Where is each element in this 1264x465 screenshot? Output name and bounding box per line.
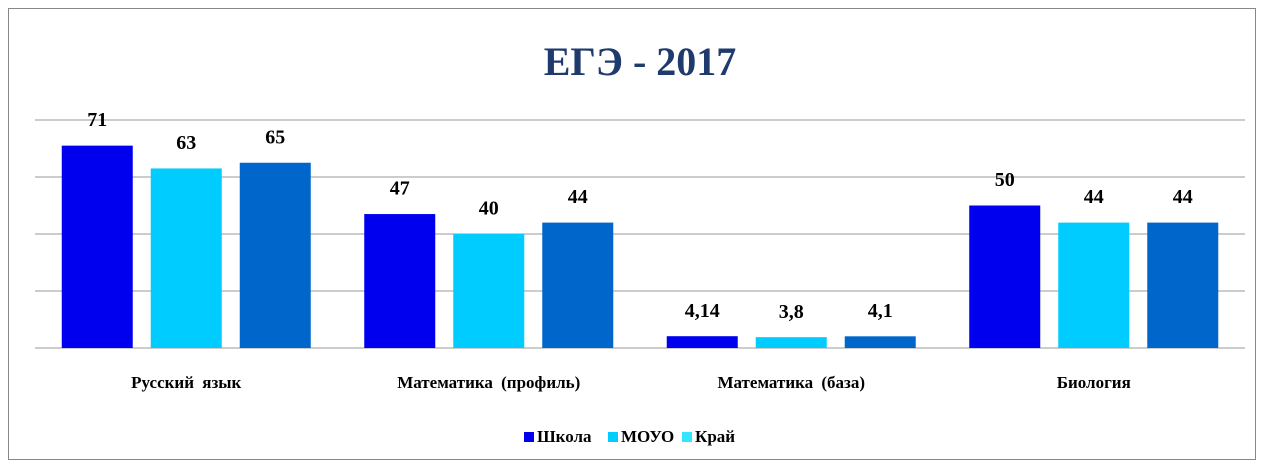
legend-label: Край bbox=[695, 427, 735, 446]
value-label: 3,8 bbox=[779, 301, 804, 323]
value-label: 4,14 bbox=[685, 300, 720, 322]
legend-swatch bbox=[682, 432, 692, 442]
value-label: 47 bbox=[390, 178, 410, 200]
bar bbox=[239, 162, 311, 348]
bar bbox=[1147, 222, 1219, 348]
bar bbox=[453, 234, 525, 348]
legend-label: Школа bbox=[537, 427, 592, 446]
value-label: 71 bbox=[87, 109, 107, 131]
legend-swatch bbox=[524, 432, 534, 442]
x-tick-label: Биология bbox=[1057, 373, 1131, 392]
bar bbox=[61, 145, 133, 348]
x-tick-label: Русский язык bbox=[131, 373, 241, 392]
x-tick-label: Математика (профиль) bbox=[397, 373, 580, 392]
value-label: 63 bbox=[176, 132, 196, 154]
bar bbox=[150, 168, 222, 348]
bar bbox=[755, 337, 827, 348]
bar bbox=[364, 214, 436, 348]
legend-swatch bbox=[608, 432, 618, 442]
value-label: 44 bbox=[1173, 186, 1193, 208]
bar bbox=[1058, 222, 1130, 348]
value-label: 44 bbox=[568, 186, 588, 208]
bar bbox=[666, 336, 738, 348]
bar bbox=[542, 222, 614, 348]
value-label: 50 bbox=[995, 169, 1015, 191]
value-label: 4,1 bbox=[868, 300, 893, 322]
value-label: 65 bbox=[265, 126, 285, 148]
x-tick-label: Математика (база) bbox=[717, 373, 865, 392]
value-label: 40 bbox=[479, 198, 499, 220]
chart-title: ЕГЭ - 2017 bbox=[544, 39, 737, 84]
value-label: 44 bbox=[1084, 186, 1104, 208]
legend-label: МОУО bbox=[621, 427, 674, 446]
bar bbox=[969, 205, 1041, 348]
bar bbox=[844, 336, 916, 348]
